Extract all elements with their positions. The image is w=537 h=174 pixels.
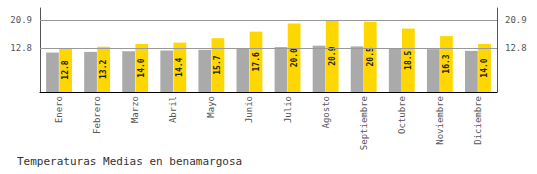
svg-text:16.3: 16.3	[442, 54, 451, 73]
svg-text:12.8: 12.8	[505, 43, 527, 53]
svg-text:Noviembre: Noviembre	[435, 96, 445, 145]
svg-text:12.8: 12.8	[10, 43, 32, 53]
svg-text:18.5: 18.5	[404, 50, 413, 69]
svg-text:Enero: Enero	[54, 96, 64, 123]
svg-text:Mayo: Mayo	[206, 96, 216, 118]
svg-text:Abril: Abril	[168, 96, 178, 123]
svg-text:12.8: 12.8	[61, 60, 70, 79]
svg-text:20.0: 20.0	[290, 48, 299, 67]
svg-text:17.6: 17.6	[252, 52, 261, 71]
svg-text:Temperaturas Medias en benamar: Temperaturas Medias en benamargosa	[17, 155, 242, 168]
svg-text:Septiembre: Septiembre	[359, 96, 369, 150]
svg-text:Junio: Junio	[244, 96, 254, 123]
svg-text:Agosto: Agosto	[321, 96, 331, 129]
svg-text:Julio: Julio	[283, 96, 293, 123]
svg-text:Marzo: Marzo	[130, 96, 140, 123]
svg-text:14.0: 14.0	[480, 58, 489, 77]
svg-text:20.9: 20.9	[328, 46, 337, 65]
svg-text:Octubre: Octubre	[397, 96, 407, 134]
svg-text:Diciembre: Diciembre	[473, 96, 483, 145]
svg-text:20.9: 20.9	[10, 15, 32, 25]
svg-text:15.7: 15.7	[213, 55, 222, 74]
svg-text:14.4: 14.4	[175, 57, 184, 76]
svg-text:14.0: 14.0	[137, 58, 146, 77]
svg-text:20.5: 20.5	[366, 47, 375, 66]
svg-text:20.9: 20.9	[505, 15, 527, 25]
svg-text:Febrero: Febrero	[92, 96, 102, 134]
svg-text:13.2: 13.2	[99, 60, 108, 79]
